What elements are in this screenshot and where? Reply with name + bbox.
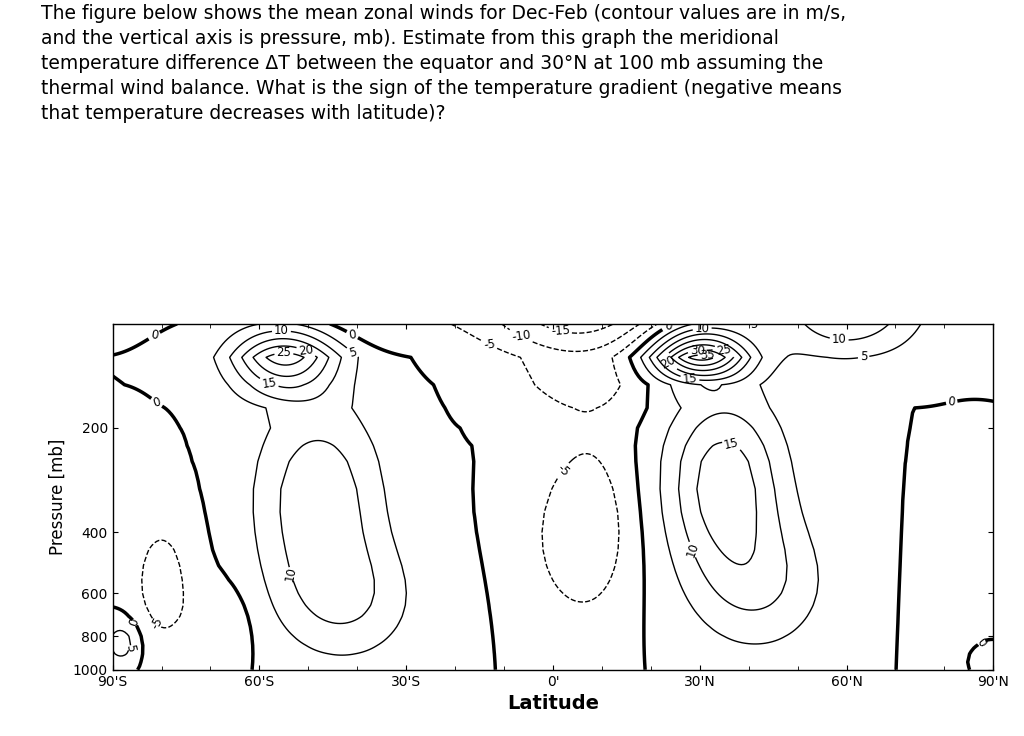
Text: 25: 25	[716, 343, 732, 358]
Text: 15: 15	[682, 372, 697, 386]
Text: 20: 20	[298, 344, 314, 358]
Text: 5: 5	[347, 345, 357, 360]
Text: -5: -5	[482, 337, 496, 352]
Text: 0: 0	[664, 319, 673, 333]
Text: 0: 0	[152, 395, 162, 410]
Text: 5: 5	[860, 350, 867, 364]
Text: 25: 25	[276, 347, 292, 360]
Text: 5: 5	[123, 643, 137, 653]
Text: 10: 10	[694, 322, 710, 335]
Text: 10: 10	[284, 565, 299, 583]
Text: 5: 5	[750, 318, 758, 330]
Text: 0: 0	[348, 328, 357, 342]
Text: 10: 10	[274, 325, 289, 337]
Text: 35: 35	[699, 348, 715, 362]
Text: 10: 10	[831, 333, 847, 347]
Text: -5: -5	[554, 461, 571, 479]
Text: -10: -10	[511, 329, 531, 344]
Text: 0: 0	[947, 395, 956, 409]
Text: 0: 0	[150, 328, 159, 342]
Text: -5: -5	[148, 615, 165, 632]
Y-axis label: Pressure [mb]: Pressure [mb]	[49, 439, 68, 555]
Text: The figure below shows the mean zonal winds for Dec-Feb (contour values are in m: The figure below shows the mean zonal wi…	[41, 4, 846, 123]
Text: 0: 0	[127, 617, 142, 629]
Text: 10: 10	[684, 541, 700, 559]
Text: 0: 0	[974, 635, 988, 649]
Text: -15: -15	[550, 324, 570, 339]
Text: 30: 30	[689, 344, 705, 357]
Text: 15: 15	[723, 436, 740, 451]
X-axis label: Latitude: Latitude	[507, 694, 599, 713]
Text: 20: 20	[658, 353, 678, 371]
Text: 15: 15	[261, 375, 278, 391]
